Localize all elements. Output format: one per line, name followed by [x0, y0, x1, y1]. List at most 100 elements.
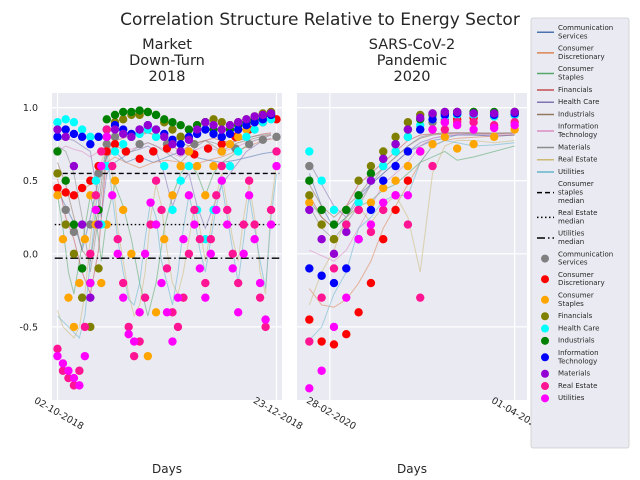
- data-point-series-6: [176, 139, 185, 149]
- figure-title: Correlation Structure Relative to Energy…: [120, 10, 520, 30]
- data-point-series-9: [510, 120, 519, 130]
- data-point-series-9: [469, 125, 478, 134]
- data-point-series-5: [118, 107, 128, 117]
- data-point-series-2: [160, 234, 169, 244]
- data-point-series-9: [91, 205, 101, 215]
- data-point-series-2: [64, 293, 73, 302]
- data-point-series-7: [317, 234, 326, 244]
- data-point-series-7: [489, 109, 499, 118]
- data-point-series-3: [305, 191, 314, 200]
- data-point-series-0: [94, 169, 103, 178]
- data-point-series-4: [69, 118, 79, 127]
- data-point-series-5: [127, 107, 136, 117]
- legend-marker-swatch: [541, 275, 549, 284]
- data-point-series-5: [354, 191, 363, 200]
- data-point-series-7: [192, 125, 202, 134]
- data-point-series-7: [225, 120, 235, 130]
- data-point-series-4: [184, 161, 194, 171]
- data-point-series-9: [329, 322, 339, 332]
- data-point-series-9: [146, 198, 155, 207]
- data-point-series-7: [258, 110, 268, 120]
- data-point-series-7: [151, 125, 161, 134]
- data-point-series-1: [77, 183, 87, 193]
- data-point-series-2: [127, 249, 136, 259]
- data-point-series-9: [179, 234, 188, 244]
- panel-market-downturn-2018: Market Down-Turn 2018 1.0 0.5 0.0 -0.5 02-10-20…: [19, 37, 304, 476]
- data-point-series-9: [173, 293, 183, 302]
- data-point-series-8: [255, 293, 265, 302]
- legend: Communication Services Consumer Discretiona…: [530, 17, 630, 449]
- data-point-series-3: [354, 176, 363, 185]
- data-point-series-3: [77, 293, 87, 302]
- data-point-series-4: [305, 147, 314, 156]
- data-point-series-5: [366, 169, 376, 178]
- data-point-series-3: [217, 118, 226, 127]
- data-point-series-2: [201, 191, 210, 200]
- data-point-series-9: [195, 264, 205, 273]
- data-point-series-9: [379, 198, 388, 207]
- data-point-series-5: [69, 220, 79, 229]
- data-point-series-9: [266, 220, 276, 229]
- data-point-series-5: [317, 205, 326, 215]
- data-point-series-9: [58, 359, 68, 368]
- data-point-series-3: [403, 118, 413, 127]
- data-point-series-9: [157, 278, 166, 288]
- y-tick-label: -0.5: [19, 322, 38, 333]
- data-point-series-5: [143, 107, 153, 117]
- data-point-series-6: [250, 118, 259, 127]
- data-point-series-2: [217, 147, 226, 156]
- data-point-series-7: [469, 109, 478, 118]
- data-point-series-0: [102, 139, 111, 149]
- data-point-series-8: [124, 322, 133, 332]
- data-point-series-8: [239, 220, 248, 229]
- data-point-series-8: [428, 161, 437, 171]
- x-tick-label: 02-10-2018: [32, 395, 85, 432]
- data-point-series-8: [366, 227, 376, 237]
- data-point-series-8: [266, 205, 276, 215]
- data-point-series-7: [510, 107, 519, 117]
- data-point-series-8: [212, 191, 221, 200]
- data-point-series-3: [391, 132, 400, 142]
- data-point-series-1: [217, 139, 226, 149]
- data-point-series-6: [428, 115, 437, 124]
- data-point-series-5: [61, 176, 70, 185]
- data-point-series-8: [469, 118, 478, 127]
- data-point-series-7: [135, 125, 144, 134]
- data-point-series-7: [127, 132, 136, 142]
- data-point-series-0: [258, 135, 268, 144]
- legend-marker-swatch: [541, 353, 549, 362]
- panel-title: Market Down-Turn 2018: [129, 37, 205, 85]
- legend-marker-swatch: [541, 382, 549, 391]
- data-point-series-7: [233, 118, 243, 127]
- data-point-series-7: [329, 249, 339, 259]
- data-point-series-1: [317, 337, 326, 346]
- data-point-series-2: [192, 161, 202, 171]
- data-point-series-5: [110, 110, 120, 120]
- data-point-series-2: [176, 161, 185, 171]
- data-point-series-7: [209, 120, 218, 130]
- data-point-series-8: [342, 220, 351, 229]
- legend-label: Information Technology: [557, 123, 599, 139]
- data-point-series-3: [379, 147, 388, 156]
- legend-label: Financials: [558, 86, 593, 94]
- data-point-series-1: [53, 183, 62, 193]
- data-point-series-2: [391, 176, 400, 185]
- data-point-series-8: [97, 147, 106, 156]
- data-point-series-1: [379, 234, 388, 244]
- data-point-series-9: [391, 191, 400, 200]
- data-point-series-9: [80, 351, 90, 361]
- data-point-series-6: [69, 129, 79, 139]
- data-point-series-7: [69, 161, 79, 171]
- legend-label: Consumer Discretionary: [558, 271, 605, 287]
- data-point-series-9: [184, 191, 194, 200]
- data-point-series-0: [110, 132, 120, 142]
- data-point-series-6: [233, 125, 243, 134]
- data-point-series-6: [94, 132, 103, 142]
- data-point-series-2: [151, 308, 161, 317]
- data-point-series-3: [168, 125, 177, 134]
- data-point-series-4: [379, 161, 388, 171]
- data-point-series-2: [366, 198, 376, 207]
- data-point-series-6: [329, 278, 339, 288]
- legend-marker-swatch: [541, 312, 549, 321]
